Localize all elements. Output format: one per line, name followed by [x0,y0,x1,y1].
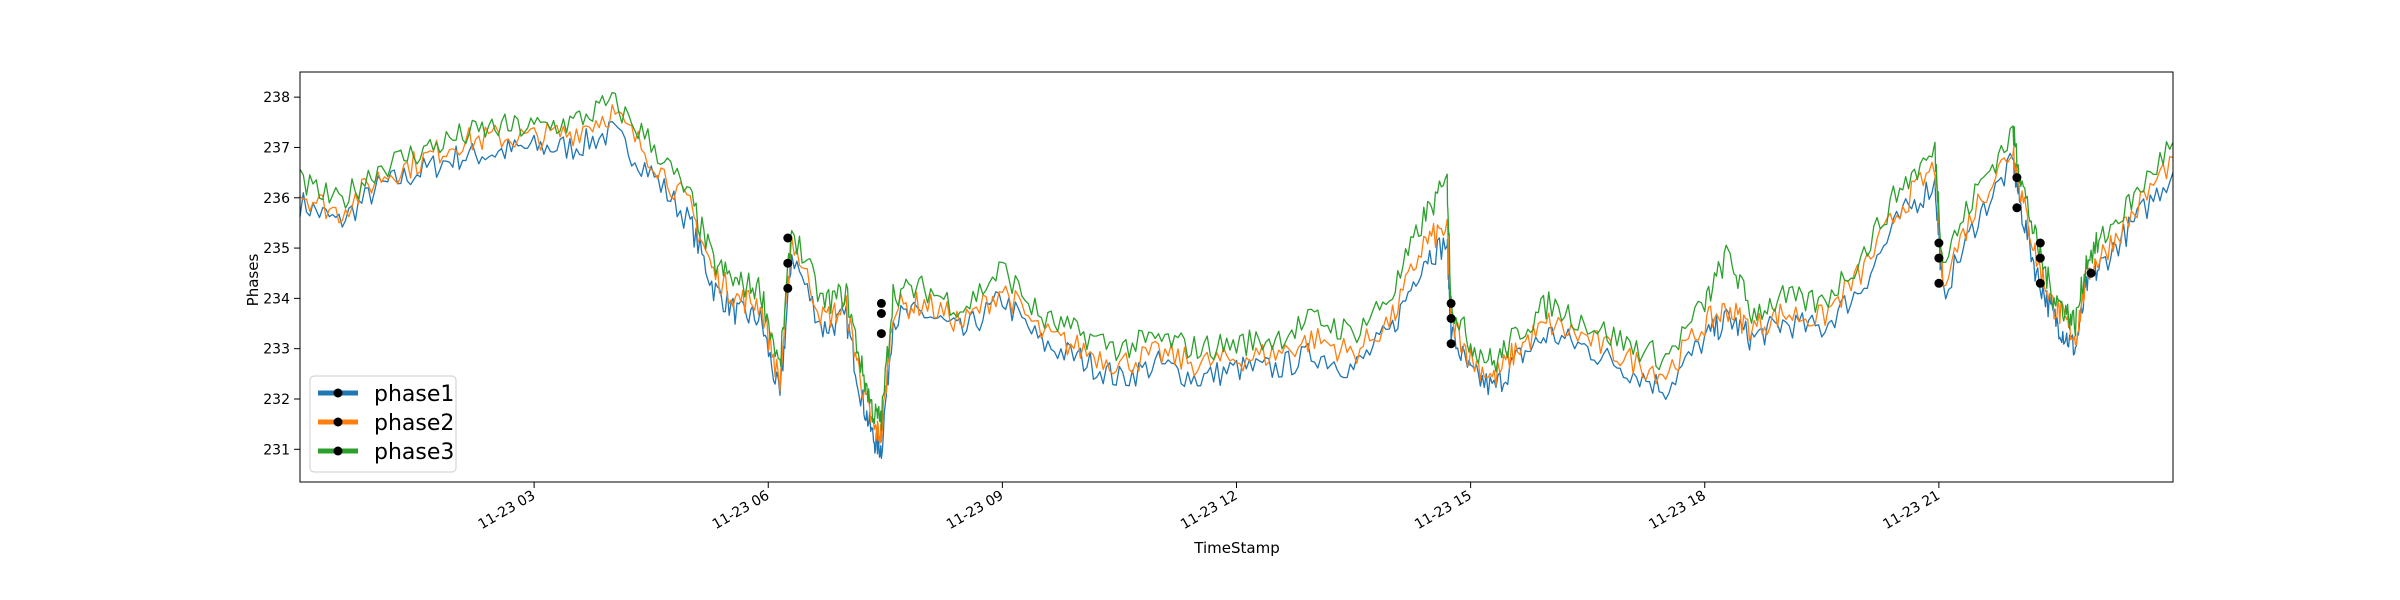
y-tick-label: 231 [263,442,290,458]
y-tick-label: 236 [263,191,290,207]
legend: phase1 phase2 phase3 [309,375,457,473]
y-tick-label: 234 [263,291,290,307]
event-marker [1934,238,1944,248]
y-axis: 231 232 233 234 235 236 237 238 [263,90,300,458]
legend-label-phase1: phase1 [374,382,454,407]
event-marker [876,309,886,318]
event-marker [1934,278,1944,288]
y-tick-label: 237 [263,140,290,156]
legend-marker [333,417,343,427]
marker-layer [783,173,2096,349]
event-marker [876,298,886,308]
x-axis-label: TimeStamp [1193,539,1279,557]
event-marker [2012,203,2022,213]
legend-marker [333,388,343,398]
series-line-phase3 [299,91,2174,431]
series-line-phase2 [299,104,2174,444]
legend-entries: phase1 phase2 phase3 [318,382,454,465]
series-line-phase1 [299,121,2174,460]
legend-label-phase3: phase3 [374,440,454,465]
y-tick-label: 238 [263,90,290,106]
y-tick-label: 233 [263,342,290,358]
legend-box [309,375,457,473]
event-marker [783,258,793,268]
legend-label-phase2: phase2 [374,411,454,436]
event-marker [2035,253,2045,263]
event-marker [2035,278,2045,288]
y-axis-label: Phases [244,254,262,307]
event-marker [2086,268,2096,278]
series-layer [299,91,2174,460]
event-marker [1446,298,1456,308]
event-marker [2012,173,2022,183]
y-tick-label: 235 [263,241,290,257]
y-tick-label: 232 [263,392,290,408]
event-marker [876,329,886,339]
event-marker [1446,339,1456,349]
event-marker [783,233,793,243]
event-marker [1446,314,1456,323]
event-marker [783,283,793,293]
event-marker [1934,253,1944,263]
event-marker [2035,238,2045,248]
legend-marker [333,446,343,456]
